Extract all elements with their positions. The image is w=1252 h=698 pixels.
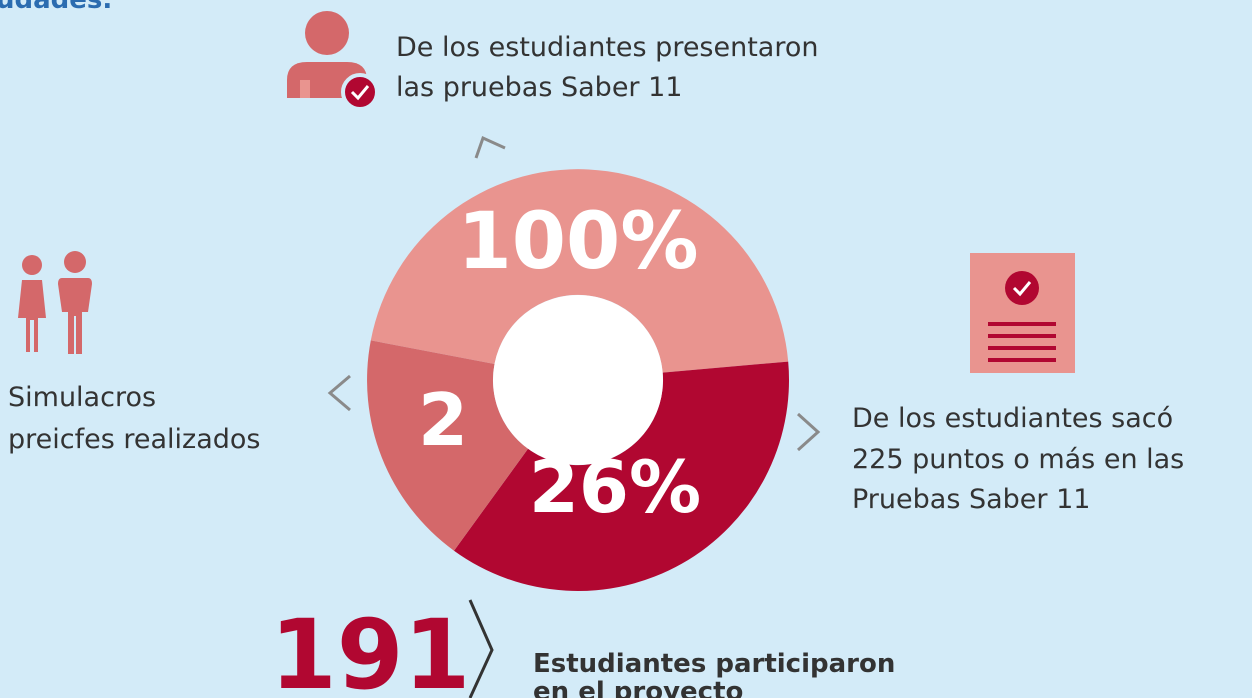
stat-text: Simulacros [8,382,156,413]
stat-text: 225 puntos o más en las [852,444,1184,475]
donut: 100% 2 26% [367,169,790,591]
stat-text: Estudiantes participaron [533,649,895,679]
person-icon [287,11,379,111]
donut-left-value: 2 [418,378,468,462]
chevron [796,412,821,452]
people-icon [18,251,92,354]
chevron [474,135,506,159]
stat-text: en el proyecto [533,677,743,698]
stat-text: Pruebas Saber 11 [852,484,1090,515]
donut-top-value: 100% [458,197,699,287]
donut-bottom-value: 26% [529,445,701,529]
segment-top [370,169,789,373]
stat-text: las pruebas Saber 11 [396,72,682,103]
segment-bottom [454,361,790,591]
donut-hole [493,295,663,465]
stat-text: De los estudiantes sacó [852,403,1173,434]
stat-text: preicfes realizados [8,424,260,455]
chevron [468,599,494,698]
stat-text: De los estudiantes presentaron [396,32,819,63]
chevron [327,374,351,412]
segment-left [367,340,528,551]
participants-number: 191 [270,599,470,698]
partial-heading: udades. [0,0,112,15]
document-icon [970,253,1075,373]
